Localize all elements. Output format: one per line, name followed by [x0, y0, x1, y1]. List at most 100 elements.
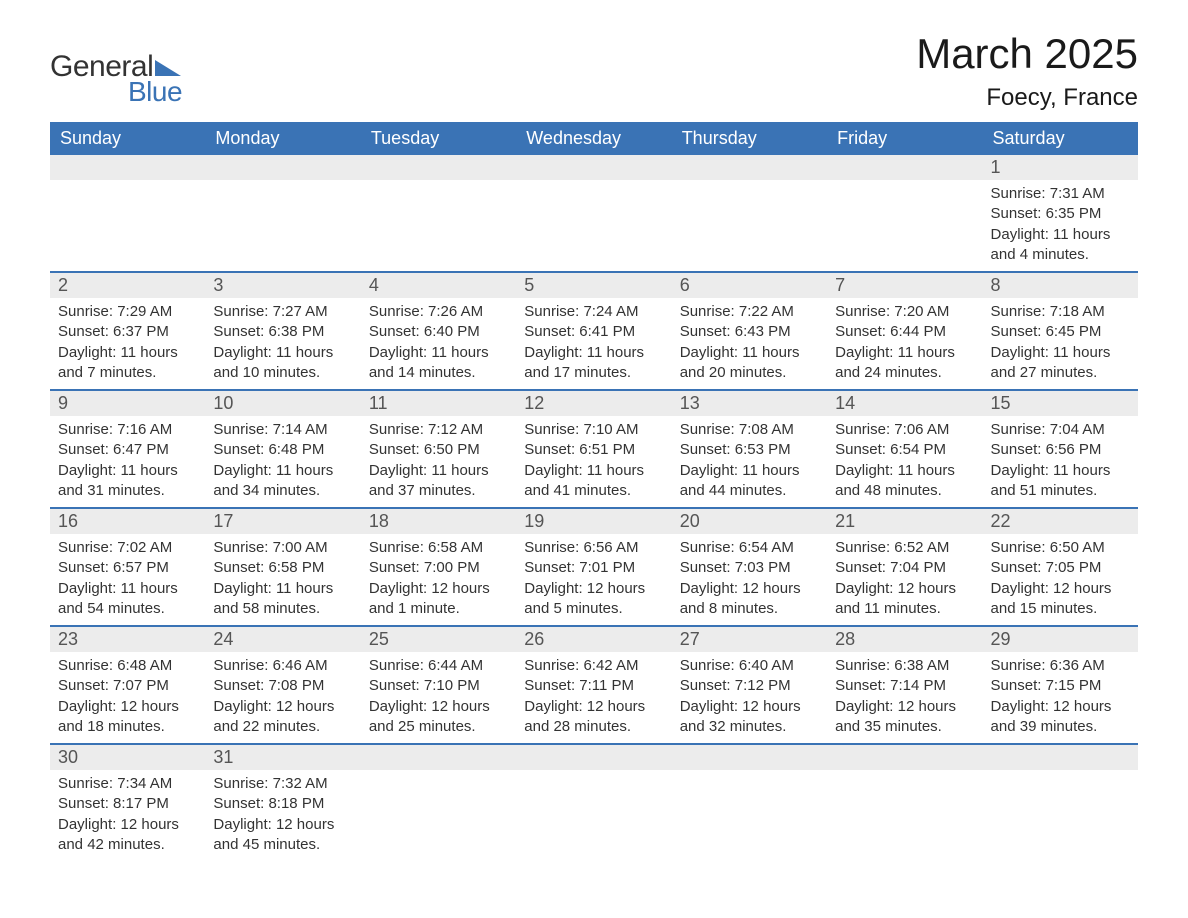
sunrise-text: Sunrise: 6:42 AM — [524, 656, 663, 676]
day-number — [672, 744, 827, 770]
calendar-table: Sunday Monday Tuesday Wednesday Thursday… — [50, 122, 1138, 861]
daylight-text: Daylight: 12 hours — [991, 697, 1130, 717]
day-number: 16 — [50, 508, 205, 534]
daylight-text: and 58 minutes. — [213, 599, 352, 619]
day-number — [672, 155, 827, 180]
day-detail-cell: Sunrise: 7:06 AMSunset: 6:54 PMDaylight:… — [827, 416, 982, 508]
sunrise-text: Sunrise: 7:29 AM — [58, 302, 197, 322]
month-title: March 2025 — [916, 30, 1138, 78]
day-detail-cell: Sunrise: 6:54 AMSunset: 7:03 PMDaylight:… — [672, 534, 827, 626]
daylight-text: and 39 minutes. — [991, 717, 1130, 737]
daylight-text: Daylight: 11 hours — [680, 343, 819, 363]
daylight-text: Daylight: 11 hours — [680, 461, 819, 481]
day-number-row: 3031 — [50, 744, 1138, 770]
daylight-text: and 20 minutes. — [680, 363, 819, 383]
day-detail-cell: Sunrise: 7:24 AMSunset: 6:41 PMDaylight:… — [516, 298, 671, 390]
daylight-text: Daylight: 12 hours — [58, 697, 197, 717]
sunset-text: Sunset: 6:44 PM — [835, 322, 974, 342]
sunset-text: Sunset: 6:38 PM — [213, 322, 352, 342]
day-number: 30 — [50, 744, 205, 770]
sunrise-text: Sunrise: 6:58 AM — [369, 538, 508, 558]
sunset-text: Sunset: 8:17 PM — [58, 794, 197, 814]
day-detail-cell — [827, 770, 982, 861]
sunrise-text: Sunrise: 7:14 AM — [213, 420, 352, 440]
day-header: Friday — [827, 122, 982, 155]
day-number: 25 — [361, 626, 516, 652]
daylight-text: and 42 minutes. — [58, 835, 197, 855]
day-detail-cell: Sunrise: 7:12 AMSunset: 6:50 PMDaylight:… — [361, 416, 516, 508]
daylight-text: and 25 minutes. — [369, 717, 508, 737]
day-number — [361, 155, 516, 180]
day-header-row: Sunday Monday Tuesday Wednesday Thursday… — [50, 122, 1138, 155]
daylight-text: and 22 minutes. — [213, 717, 352, 737]
sunrise-text: Sunrise: 7:16 AM — [58, 420, 197, 440]
day-detail-cell: Sunrise: 6:48 AMSunset: 7:07 PMDaylight:… — [50, 652, 205, 744]
sunset-text: Sunset: 6:53 PM — [680, 440, 819, 460]
day-number: 24 — [205, 626, 360, 652]
daylight-text: Daylight: 12 hours — [835, 579, 974, 599]
daylight-text: Daylight: 11 hours — [524, 461, 663, 481]
daylight-text: and 37 minutes. — [369, 481, 508, 501]
sunrise-text: Sunrise: 6:48 AM — [58, 656, 197, 676]
sunset-text: Sunset: 7:05 PM — [991, 558, 1130, 578]
sunset-text: Sunset: 6:50 PM — [369, 440, 508, 460]
day-number: 28 — [827, 626, 982, 652]
daylight-text: Daylight: 12 hours — [524, 697, 663, 717]
sunset-text: Sunset: 7:07 PM — [58, 676, 197, 696]
day-number — [516, 155, 671, 180]
day-detail-cell: Sunrise: 7:32 AMSunset: 8:18 PMDaylight:… — [205, 770, 360, 861]
sunrise-text: Sunrise: 7:24 AM — [524, 302, 663, 322]
daylight-text: Daylight: 12 hours — [58, 815, 197, 835]
daylight-text: Daylight: 11 hours — [213, 579, 352, 599]
sunrise-text: Sunrise: 7:22 AM — [680, 302, 819, 322]
day-number-row: 16171819202122 — [50, 508, 1138, 534]
day-detail-cell: Sunrise: 6:52 AMSunset: 7:04 PMDaylight:… — [827, 534, 982, 626]
sunset-text: Sunset: 6:40 PM — [369, 322, 508, 342]
day-detail-cell: Sunrise: 6:50 AMSunset: 7:05 PMDaylight:… — [983, 534, 1138, 626]
daylight-text: Daylight: 12 hours — [213, 697, 352, 717]
day-detail-cell: Sunrise: 6:46 AMSunset: 7:08 PMDaylight:… — [205, 652, 360, 744]
daylight-text: and 4 minutes. — [991, 245, 1130, 265]
daylight-text: and 27 minutes. — [991, 363, 1130, 383]
sunrise-text: Sunrise: 6:52 AM — [835, 538, 974, 558]
sunrise-text: Sunrise: 7:26 AM — [369, 302, 508, 322]
day-detail-cell: Sunrise: 7:16 AMSunset: 6:47 PMDaylight:… — [50, 416, 205, 508]
day-detail-cell — [361, 180, 516, 272]
day-number-row: 9101112131415 — [50, 390, 1138, 416]
day-number: 9 — [50, 390, 205, 416]
sunrise-text: Sunrise: 6:50 AM — [991, 538, 1130, 558]
sunrise-text: Sunrise: 6:54 AM — [680, 538, 819, 558]
sunset-text: Sunset: 7:11 PM — [524, 676, 663, 696]
daylight-text: and 51 minutes. — [991, 481, 1130, 501]
sunrise-text: Sunrise: 7:18 AM — [991, 302, 1130, 322]
daylight-text: and 41 minutes. — [524, 481, 663, 501]
daylight-text: Daylight: 12 hours — [369, 579, 508, 599]
day-number: 29 — [983, 626, 1138, 652]
day-detail-row: Sunrise: 7:16 AMSunset: 6:47 PMDaylight:… — [50, 416, 1138, 508]
daylight-text: and 24 minutes. — [835, 363, 974, 383]
day-detail-cell: Sunrise: 6:36 AMSunset: 7:15 PMDaylight:… — [983, 652, 1138, 744]
daylight-text: and 18 minutes. — [58, 717, 197, 737]
day-number: 3 — [205, 272, 360, 298]
day-number: 10 — [205, 390, 360, 416]
sunrise-text: Sunrise: 7:12 AM — [369, 420, 508, 440]
day-header: Wednesday — [516, 122, 671, 155]
day-number: 11 — [361, 390, 516, 416]
daylight-text: and 15 minutes. — [991, 599, 1130, 619]
day-number: 23 — [50, 626, 205, 652]
sunset-text: Sunset: 7:08 PM — [213, 676, 352, 696]
sunset-text: Sunset: 6:37 PM — [58, 322, 197, 342]
daylight-text: Daylight: 11 hours — [58, 579, 197, 599]
day-number: 21 — [827, 508, 982, 534]
day-number: 20 — [672, 508, 827, 534]
logo-text-blue: Blue — [128, 76, 183, 108]
daylight-text: Daylight: 11 hours — [58, 343, 197, 363]
sunset-text: Sunset: 7:03 PM — [680, 558, 819, 578]
sunrise-text: Sunrise: 7:34 AM — [58, 774, 197, 794]
day-header: Tuesday — [361, 122, 516, 155]
day-number — [827, 155, 982, 180]
day-detail-cell: Sunrise: 7:34 AMSunset: 8:17 PMDaylight:… — [50, 770, 205, 861]
day-detail-row: Sunrise: 7:31 AMSunset: 6:35 PMDaylight:… — [50, 180, 1138, 272]
sunrise-text: Sunrise: 6:56 AM — [524, 538, 663, 558]
day-detail-cell: Sunrise: 7:27 AMSunset: 6:38 PMDaylight:… — [205, 298, 360, 390]
